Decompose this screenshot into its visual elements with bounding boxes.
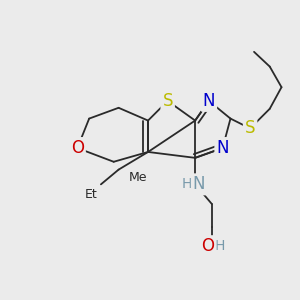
Text: N: N: [202, 92, 215, 110]
Text: Me: Me: [129, 171, 148, 184]
Text: S: S: [162, 92, 173, 110]
Text: H: H: [182, 177, 193, 191]
Text: O: O: [71, 139, 84, 157]
Text: S: S: [245, 119, 255, 137]
Text: Et: Et: [84, 188, 97, 201]
Text: N: N: [216, 139, 229, 157]
Text: O: O: [201, 237, 214, 255]
Text: H: H: [214, 239, 225, 253]
Text: N: N: [193, 176, 205, 194]
